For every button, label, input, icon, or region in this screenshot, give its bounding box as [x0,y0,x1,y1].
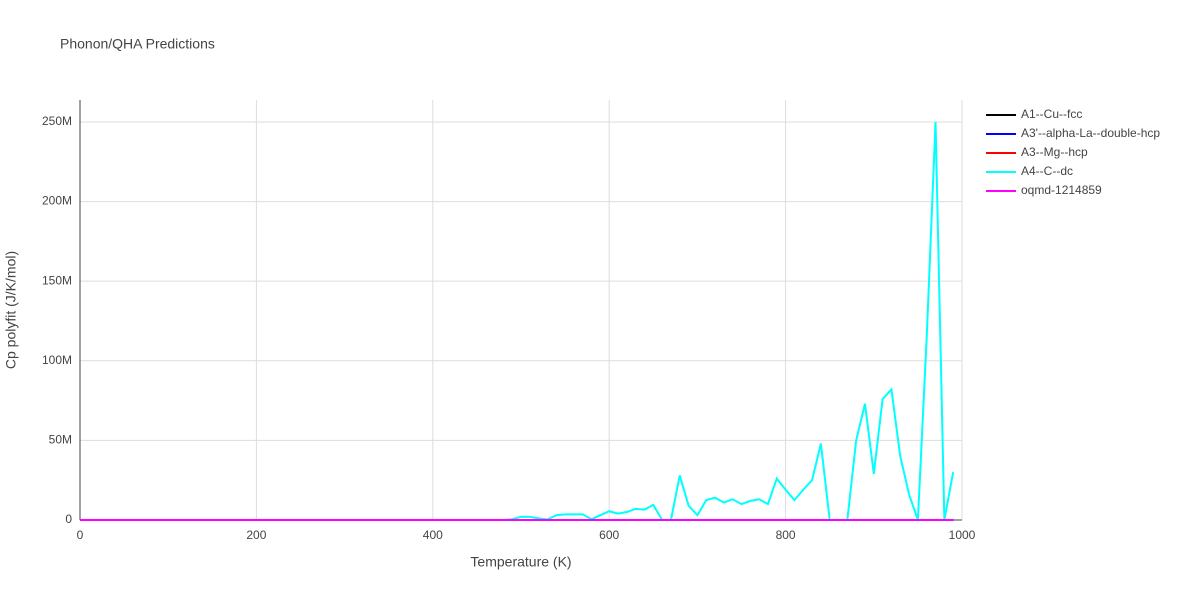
legend-label: A3--Mg--hcp [1021,145,1088,159]
x-tick-label: 400 [423,528,443,542]
y-tick-label: 200M [42,194,72,208]
x-tick-label: 200 [246,528,266,542]
y-tick-label: 250M [42,114,72,128]
legend-label: A1--Cu--fcc [1021,107,1082,121]
y-tick-label: 50M [49,433,72,447]
x-tick-label: 800 [776,528,796,542]
x-tick-label: 600 [599,528,619,542]
y-tick-label: 0 [65,512,72,526]
legend-label: A4--C--dc [1021,164,1073,178]
y-axis-label: Cp polyfit (J/K/mol) [3,251,19,369]
y-tick-label: 100M [42,353,72,367]
series-line [80,121,955,521]
chart-title: Phonon/QHA Predictions [60,36,215,52]
y-tick-label: 150M [42,273,72,287]
x-axis-label: Temperature (K) [470,554,571,570]
legend-label: oqmd-1214859 [1021,183,1102,197]
x-tick-label: 1000 [949,528,976,542]
x-tick-label: 0 [77,528,84,542]
legend-label: A3'--alpha-La--double-hcp [1021,126,1160,140]
